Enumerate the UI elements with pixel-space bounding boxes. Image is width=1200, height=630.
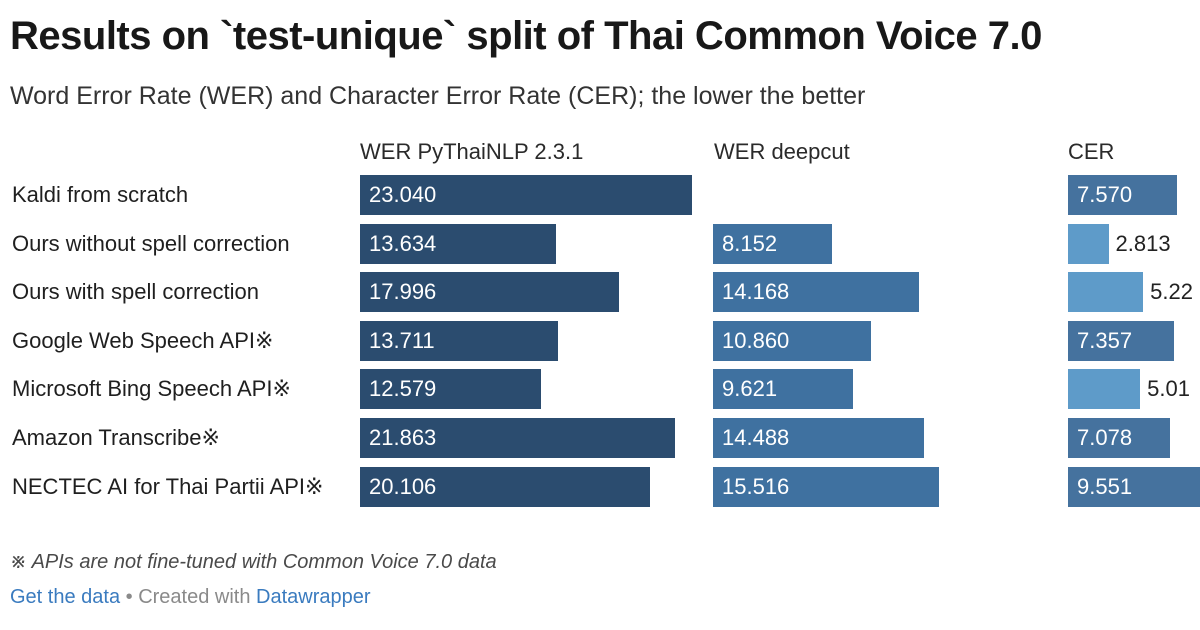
value-label-wer-deepcut-google-web-speech-api: 10.860: [722, 327, 790, 353]
bar-cer-nectec-ai-for-thai-partii-api: [1068, 466, 1200, 507]
row-label-ours-with-spell-correction: Ours with spell correction: [12, 279, 259, 305]
footer-separator-text: • Created with: [120, 586, 257, 608]
bar-cer-amazon-transcribe: [1068, 418, 1170, 458]
bar-wer-pythainlp-2-3-1-kaldi-from-scratch: [360, 175, 692, 215]
value-label-cer-google-web-speech-api: 7.357: [1077, 327, 1133, 353]
bar-cer-kaldi-from-scratch: [1068, 175, 1177, 215]
row-label-nectec-ai-for-thai-partii-api: NECTEC AI for Thai Partii API※: [12, 473, 324, 499]
bar-cer-google-web-speech-api: [1068, 320, 1174, 361]
value-label-wer-pythainlp-2-3-1-microsoft-bing-speech-api: 12.579: [369, 376, 437, 402]
value-label-wer-pythainlp-2-3-1-kaldi-from-scratch: 23.040: [369, 182, 437, 207]
bar-wer-pythainlp-2-3-1-google-web-speech-api: [360, 320, 558, 361]
value-label-cer-ours-without-spell-correction: 2.813: [1115, 230, 1171, 256]
chart-title: Results on `test-unique` split of Thai C…: [10, 14, 1042, 58]
column-header-wer-pythainlp: WER PyThaiNLP 2.3.1: [360, 139, 584, 164]
value-label-wer-pythainlp-2-3-1-ours-without-spell-correction: 13.634: [369, 230, 437, 256]
datawrapper-link[interactable]: Datawrapper: [256, 586, 371, 608]
chart-subtitle: Word Error Rate (WER) and Character Erro…: [10, 82, 866, 110]
column-header-wer-deepcut: WER deepcut: [714, 139, 850, 164]
bar-wer-deepcut-nectec-ai-for-thai-partii-api: [713, 466, 939, 507]
row-label-amazon-transcribe: Amazon Transcribe※: [12, 425, 220, 450]
footer: Get the data • Created with Datawrapper: [10, 586, 371, 609]
value-label-wer-pythainlp-2-3-1-google-web-speech-api: 13.711: [369, 327, 435, 353]
row-label-google-web-speech-api: Google Web Speech API※: [12, 327, 274, 353]
value-label-wer-deepcut-amazon-transcribe: 14.488: [722, 425, 790, 450]
value-label-wer-deepcut-ours-without-spell-correction: 8.152: [722, 230, 778, 256]
value-label-cer-microsoft-bing-speech-api: 5.01: [1147, 376, 1190, 402]
value-label-wer-pythainlp-2-3-1-nectec-ai-for-thai-partii-api: 20.106: [369, 473, 437, 499]
bar-wer-deepcut-google-web-speech-api: [713, 320, 871, 361]
bar-wer-deepcut-microsoft-bing-speech-api: [713, 369, 853, 410]
value-label-cer-amazon-transcribe: 7.078: [1077, 425, 1133, 450]
bar-wer-pythainlp-2-3-1-microsoft-bing-speech-api: [360, 369, 542, 410]
value-label-wer-deepcut-ours-with-spell-correction: 14.168: [722, 279, 790, 305]
value-label-cer-nectec-ai-for-thai-partii-api: 9.551: [1077, 473, 1133, 499]
get-the-data-link[interactable]: Get the data: [10, 586, 121, 608]
bar-wer-deepcut-ours-without-spell-correction: [713, 223, 832, 264]
bar-wer-pythainlp-2-3-1-amazon-transcribe: [360, 418, 676, 458]
row-label-kaldi-from-scratch: Kaldi from scratch: [12, 182, 189, 207]
footnote: ※ APIs are not fine-tuned with Common Vo…: [10, 551, 497, 573]
bar-wer-pythainlp-2-3-1-nectec-ai-for-thai-partii-api: [360, 466, 650, 507]
row-label-microsoft-bing-speech-api: Microsoft Bing Speech API※: [12, 376, 291, 402]
value-label-cer-kaldi-from-scratch: 7.570: [1077, 182, 1133, 207]
value-label-wer-deepcut-nectec-ai-for-thai-partii-api: 15.516: [722, 473, 790, 499]
value-label-wer-pythainlp-2-3-1-ours-with-spell-correction: 17.996: [369, 279, 437, 305]
column-header-cer: CER: [1068, 139, 1115, 164]
bar-wer-deepcut-amazon-transcribe: [713, 418, 924, 458]
bar-cer-ours-without-spell-correction: [1068, 223, 1109, 264]
bar-cer-microsoft-bing-speech-api: [1068, 369, 1141, 410]
value-label-wer-deepcut-microsoft-bing-speech-api: 9.621: [722, 376, 778, 402]
bar-wer-deepcut-ours-with-spell-correction: [713, 272, 919, 313]
bar-wer-pythainlp-2-3-1-ours-with-spell-correction: [360, 272, 620, 313]
value-label-wer-pythainlp-2-3-1-amazon-transcribe: 21.863: [369, 425, 437, 450]
bar-wer-pythainlp-2-3-1-ours-without-spell-correction: [360, 223, 557, 264]
bar-cer-ours-with-spell-correction: [1068, 272, 1144, 313]
row-label-ours-without-spell-correction: Ours without spell correction: [12, 230, 290, 256]
value-label-cer-ours-with-spell-correction: 5.22: [1150, 279, 1193, 305]
